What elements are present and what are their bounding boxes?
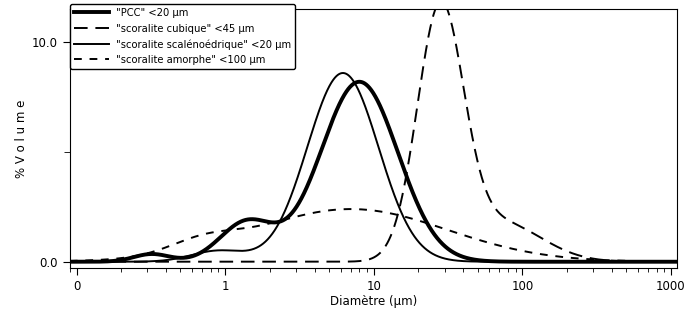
"scoralite amorphe" <100 μm bbox=[523, 250, 531, 254]
"scoralite amorphe" <100 μm bbox=[177, 240, 185, 243]
"scoralite cubique" <45 μm bbox=[299, 260, 308, 264]
"PCC" <20 μm bbox=[678, 260, 687, 264]
"scoralite scalénoédrique" <20 μm bbox=[339, 71, 347, 75]
"scoralite scalénoédrique" <20 μm bbox=[299, 156, 308, 159]
"scoralite cubique" <45 μm bbox=[570, 252, 578, 256]
"PCC" <20 μm bbox=[464, 256, 473, 260]
"scoralite cubique" <45 μm bbox=[66, 260, 74, 264]
"scoralite cubique" <45 μm bbox=[437, 0, 445, 3]
"PCC" <20 μm bbox=[355, 80, 364, 84]
"scoralite cubique" <45 μm bbox=[523, 228, 531, 232]
"scoralite cubique" <45 μm bbox=[433, 3, 442, 7]
"scoralite scalénoédrique" <20 μm bbox=[177, 256, 185, 260]
"scoralite amorphe" <100 μm bbox=[346, 207, 355, 211]
"scoralite amorphe" <100 μm bbox=[299, 213, 308, 217]
"PCC" <20 μm bbox=[523, 260, 531, 264]
"PCC" <20 μm bbox=[177, 256, 185, 260]
"scoralite amorphe" <100 μm bbox=[464, 235, 473, 239]
Legend: "PCC" <20 μm, "scoralite cubique" <45 μm, "scoralite scalénoédrique" <20 μm, "sc: "PCC" <20 μm, "scoralite cubique" <45 μm… bbox=[70, 4, 295, 69]
"scoralite amorphe" <100 μm bbox=[433, 225, 442, 228]
"scoralite cubique" <45 μm bbox=[177, 260, 185, 264]
"scoralite cubique" <45 μm bbox=[464, 114, 473, 118]
"scoralite amorphe" <100 μm bbox=[678, 260, 687, 263]
"scoralite scalénoédrique" <20 μm bbox=[678, 260, 687, 264]
"PCC" <20 μm bbox=[433, 236, 442, 240]
"scoralite scalénoédrique" <20 μm bbox=[523, 260, 531, 264]
"scoralite scalénoédrique" <20 μm bbox=[433, 254, 442, 258]
"scoralite cubique" <45 μm bbox=[678, 260, 687, 264]
Line: "scoralite scalénoédrique" <20 μm: "scoralite scalénoédrique" <20 μm bbox=[70, 73, 683, 262]
"PCC" <20 μm bbox=[299, 192, 308, 195]
Line: "scoralite cubique" <45 μm: "scoralite cubique" <45 μm bbox=[70, 1, 683, 262]
"scoralite scalénoédrique" <20 μm bbox=[570, 260, 578, 264]
Line: "scoralite amorphe" <100 μm: "scoralite amorphe" <100 μm bbox=[70, 209, 683, 261]
"scoralite amorphe" <100 μm bbox=[570, 256, 578, 260]
Y-axis label: % V o l u m e: % V o l u m e bbox=[15, 100, 28, 178]
"scoralite scalénoédrique" <20 μm bbox=[66, 260, 74, 264]
Line: "PCC" <20 μm: "PCC" <20 μm bbox=[70, 82, 683, 262]
"PCC" <20 μm bbox=[66, 260, 74, 264]
X-axis label: Diamètre (μm): Diamètre (μm) bbox=[329, 295, 417, 308]
"PCC" <20 μm bbox=[570, 260, 578, 264]
"scoralite amorphe" <100 μm bbox=[66, 259, 74, 263]
"scoralite scalénoédrique" <20 μm bbox=[464, 260, 473, 263]
